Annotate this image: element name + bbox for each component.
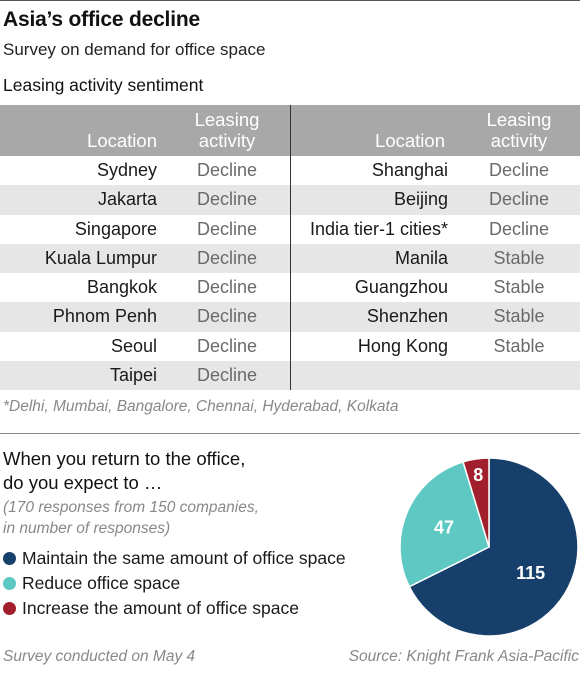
activity-cell: Decline [196, 218, 258, 239]
activity-cell: Stable [493, 277, 545, 298]
location-cell: Taipei [109, 365, 157, 386]
leasing-table: Location Leasing activity Location Leasi… [0, 105, 580, 391]
location-cell: Bangkok [86, 277, 157, 298]
legend-item: Maintain the same amount of office space [3, 546, 346, 571]
activity-cell: Decline [196, 335, 258, 356]
header-location-left: Location [87, 130, 157, 151]
location-cell: Manila [394, 247, 448, 268]
header-activity-left: Leasing activity [162, 109, 292, 151]
table-row: Singapore Decline India tier-1 cities* Decl… [0, 215, 580, 244]
pie-slice-value-label: 115 [516, 563, 545, 583]
legend-label: Increase the amount of office space [22, 598, 299, 618]
location-cell: Singapore [74, 218, 157, 239]
location-cell: Guangzhou [354, 277, 448, 298]
location-cell: Shenzhen [366, 306, 448, 327]
activity-cell: Decline [488, 160, 550, 180]
activity-cell: Decline [196, 160, 258, 180]
pie-slice [462, 457, 490, 548]
legend-item: Reduce office space [3, 571, 346, 596]
activity-cell: Stable [493, 247, 545, 268]
legend-swatch [3, 552, 16, 565]
chart-subtitle: Survey on demand for office space [3, 40, 266, 59]
survey-note-line2: in number of responses) [3, 520, 171, 537]
table-section-title: Leasing activity sentiment [3, 75, 204, 95]
pie-slice-value-label: 47 [434, 518, 454, 538]
activity-cell: Decline [488, 189, 550, 210]
legend-label: Reduce office space [22, 573, 181, 593]
pie-slice-value-label: 8 [473, 465, 483, 485]
activity-cell: Decline [196, 247, 258, 268]
legend-label: Maintain the same amount of office space [22, 548, 346, 568]
activity-cell: Decline [196, 306, 258, 327]
section-divider [0, 433, 580, 434]
survey-title: When you return to the office, do you ex… [3, 447, 245, 495]
location-cell: Beijing [393, 189, 448, 210]
header-activity-right: Leasing activity [458, 109, 580, 151]
table-row: Seoul Decline Hong Kong Stable [0, 332, 580, 361]
header-activity-left-line1: Leasing [194, 109, 260, 130]
legend-swatch [3, 602, 16, 615]
survey-date-note: Survey conducted on May 4 [3, 648, 196, 665]
location-cell: Seoul [110, 335, 157, 356]
source-note: Source: Knight Frank Asia-Pacific [348, 648, 579, 665]
survey-note-line1: (170 responses from 150 companies, [3, 499, 259, 516]
location-cell: Kuala Lumpur [44, 247, 157, 268]
legend-item: Increase the amount of office space [3, 596, 346, 621]
location-cell: Shanghai [371, 160, 448, 180]
survey-note: (170 responses from 150 companies, in nu… [3, 497, 259, 539]
table-row: Sydney Decline Shanghai Decline [0, 156, 580, 185]
column-divider [290, 105, 291, 390]
activity-cell: Decline [196, 365, 258, 386]
header-location-right: Location [375, 130, 445, 151]
location-cell: Hong Kong [357, 335, 448, 356]
pie-chart: 115 47 8 [399, 457, 579, 637]
legend-swatch [3, 577, 16, 590]
survey-title-line2: do you expect to … [3, 472, 163, 493]
activity-cell: Stable [493, 306, 545, 327]
top-rule [0, 0, 580, 1]
table-row: Bangkok Decline Guangzhou Stable [0, 273, 580, 302]
pie-legend: Maintain the same amount of office space… [3, 546, 346, 621]
header-activity-left-line2: activity [198, 130, 256, 151]
location-cell: Sydney [96, 160, 157, 180]
activity-cell: Stable [493, 335, 545, 356]
chart-title: Asia’s office decline [3, 8, 200, 31]
table-footnote: *Delhi, Mumbai, Bangalore, Chennai, Hyde… [3, 398, 399, 415]
header-activity-right-line2: activity [490, 130, 548, 151]
activity-cell: Decline [488, 218, 550, 239]
location-cell: Phnom Penh [52, 306, 157, 327]
pie-slice [408, 457, 579, 637]
pie-slice [399, 460, 490, 588]
location-cell: Jakarta [97, 189, 157, 210]
activity-cell: Decline [196, 277, 258, 298]
header-activity-right-line1: Leasing [486, 109, 552, 130]
survey-title-line1: When you return to the office, [3, 448, 246, 469]
activity-cell: Decline [196, 189, 258, 210]
location-cell: India tier-1 cities* [309, 218, 448, 239]
